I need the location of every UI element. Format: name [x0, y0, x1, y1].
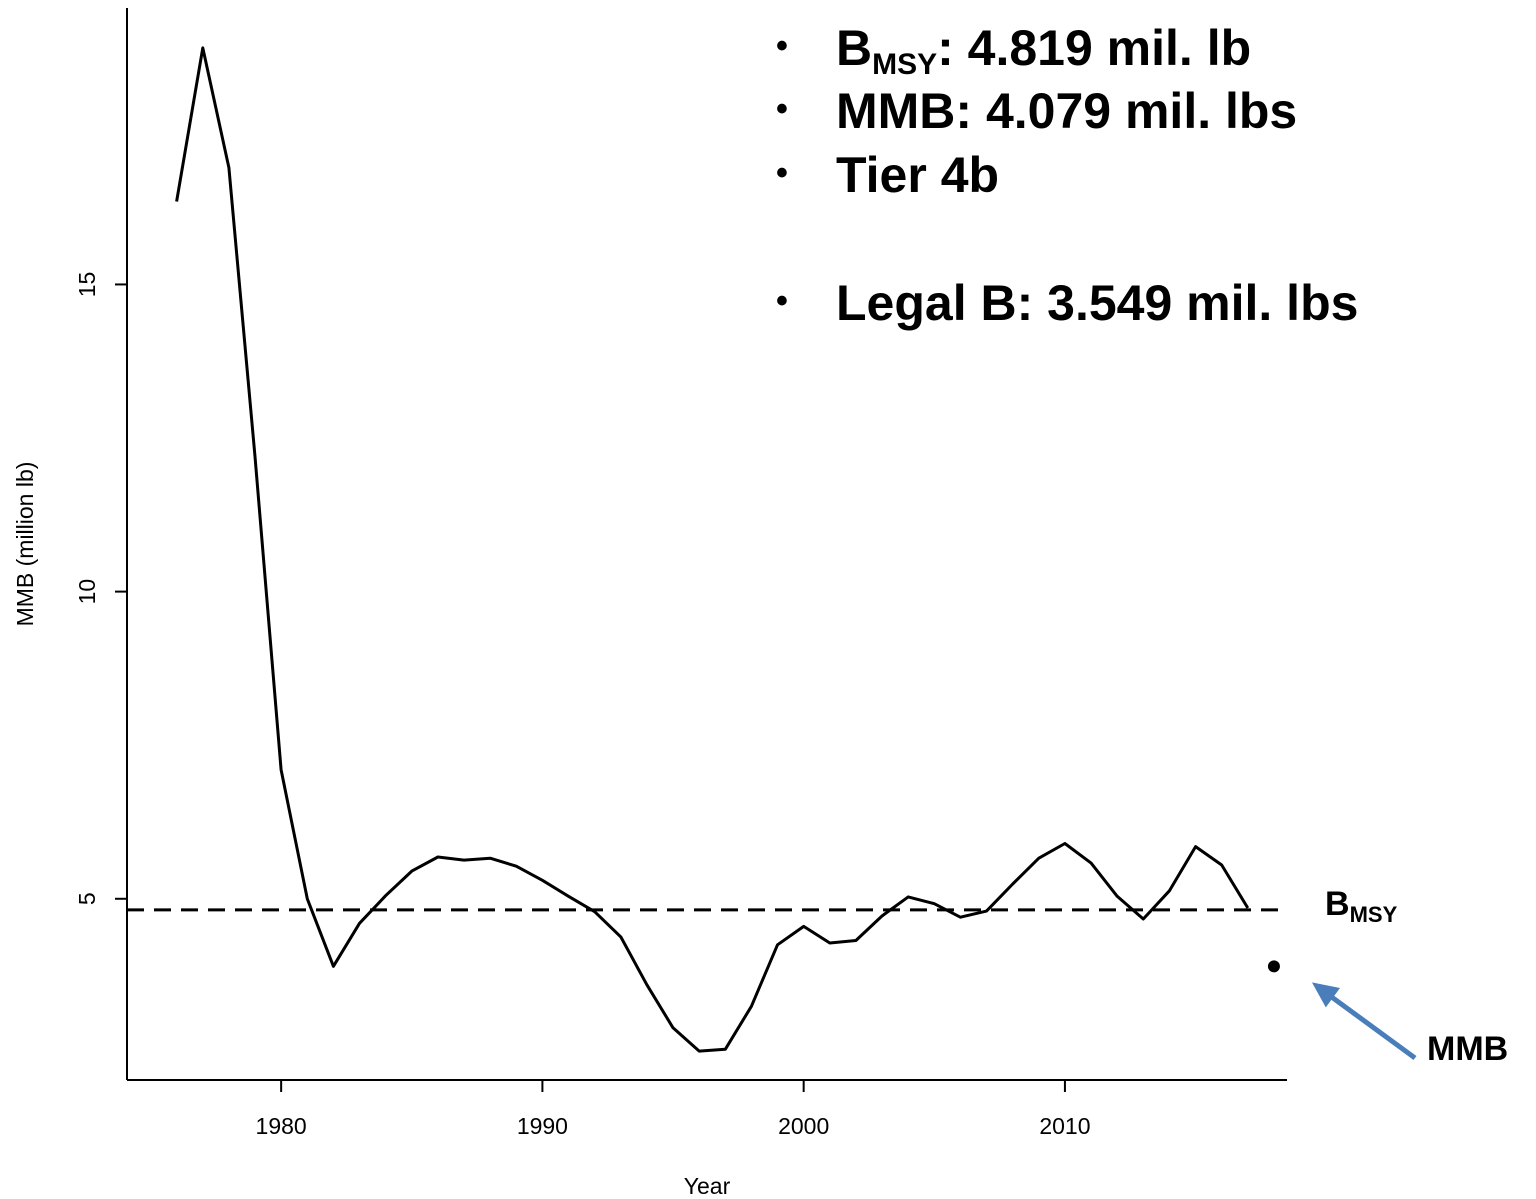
mmb-point-label: MMB	[1427, 1030, 1509, 1068]
x-tick-label: 1980	[256, 1113, 307, 1139]
bullet-mmb-text: MMB: 4.079 mil. lbs	[836, 83, 1298, 139]
x-axis-label: Year	[684, 1173, 731, 1199]
y-tick-label: 15	[74, 272, 100, 298]
mmb-current-point	[1267, 960, 1280, 973]
bullet-bmsy-sub: MSY	[872, 48, 938, 81]
labels-group: Year MMB (million lb)	[12, 462, 731, 1199]
bullet-bmsy-value: : 4.819 mil. lb	[937, 20, 1252, 76]
bullet-tier-text: Tier 4b	[836, 147, 1000, 203]
arrow-shaft	[1322, 989, 1417, 1061]
bullet-symbol: •	[776, 89, 788, 128]
arrow-head	[1311, 982, 1340, 1008]
bullet-bmsy-main: B	[836, 20, 873, 76]
x-tick-label: 2000	[778, 1113, 829, 1139]
axes-group	[126, 8, 1287, 1081]
x-tick-label: 1990	[517, 1113, 568, 1139]
bullet-symbol: •	[776, 26, 788, 65]
y-tick-label: 5	[74, 892, 100, 905]
bullet-legal-b: • Legal B: 3.549 mil. lbs	[776, 273, 1358, 337]
series-group	[127, 46, 1287, 1053]
bullet-symbol: •	[776, 153, 788, 192]
mmb-arrow	[1311, 982, 1417, 1061]
y-axis-label: MMB (million lb)	[12, 462, 38, 627]
x-tick-label: 2010	[1039, 1113, 1090, 1139]
bullet-mmb: • MMB: 4.079 mil. lbs	[776, 81, 1297, 145]
bullet-bmsy: • BMSY: 4.819 mil. lb	[776, 18, 1251, 82]
bmsy-line-label: BMSY	[1325, 885, 1398, 927]
y-tick-label: 10	[74, 579, 100, 605]
bullet-tier: • Tier 4b	[776, 145, 999, 209]
bmsy-label-sub: MSY	[1349, 902, 1398, 927]
ticks-group: 1980 1990 2000 2010 5 10 15	[74, 272, 1091, 1139]
bullet-legal-b-text: Legal B: 3.549 mil. lbs	[836, 275, 1359, 331]
bmsy-label-main: B	[1325, 885, 1350, 923]
mmb-series-line	[175, 46, 1250, 1053]
bullet-symbol: •	[776, 281, 788, 320]
